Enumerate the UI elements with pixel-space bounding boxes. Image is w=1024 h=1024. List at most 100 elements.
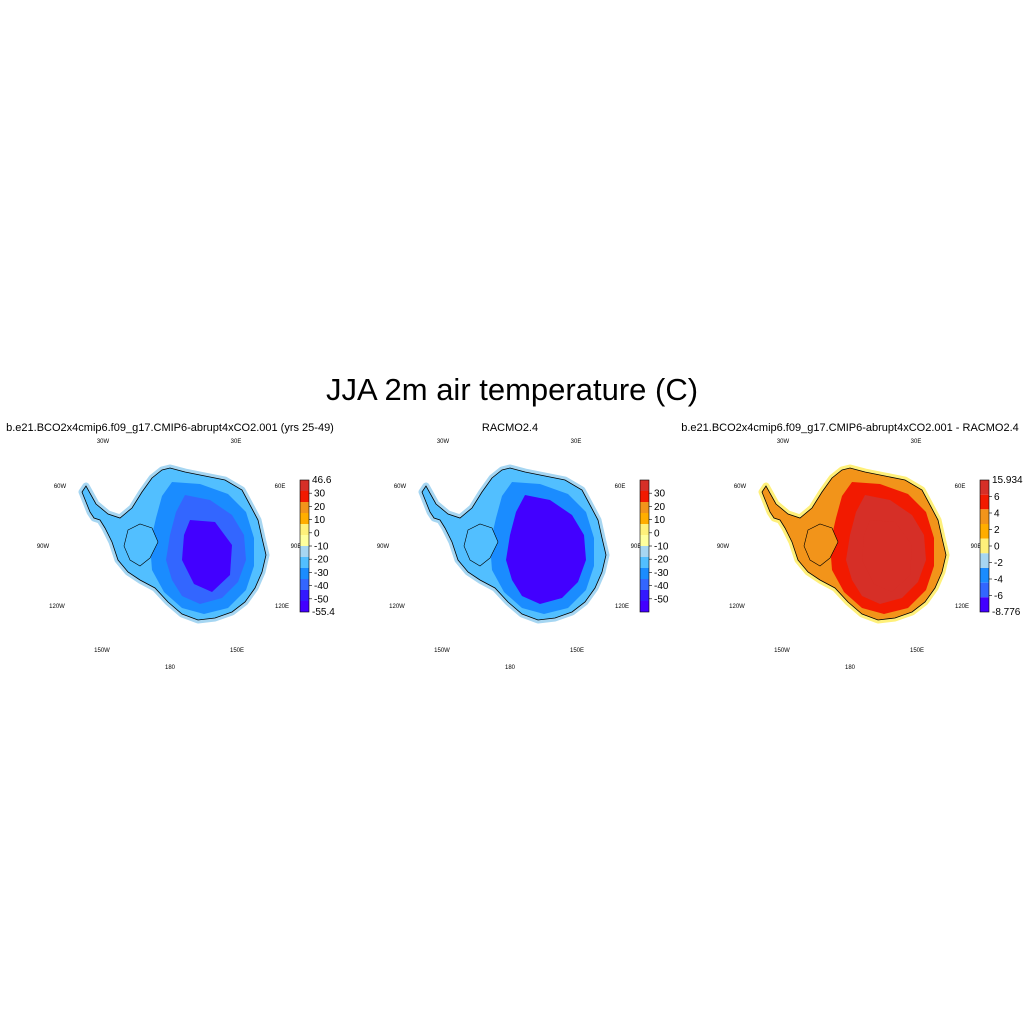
colorbar-tick-label: 30: [654, 489, 666, 500]
colorbar-swatch: [980, 524, 989, 539]
field-core: [522, 520, 572, 592]
lon-label-90w: 90W: [377, 544, 390, 550]
lon-label-150e: 150E: [230, 648, 244, 654]
colorbar-tick-label: 2: [994, 525, 1000, 536]
shelf-outline: [803, 523, 839, 567]
colorbar-swatch: [640, 601, 649, 612]
colorbar-swatch: [640, 491, 649, 502]
shelf-outline: [123, 523, 159, 567]
coastline: [761, 467, 947, 621]
lon-label-60e: 60E: [955, 484, 966, 490]
lon-label-90e: 90E: [291, 544, 302, 550]
colorbar-swatch: [980, 582, 989, 598]
coastline: [421, 467, 607, 621]
lon-labels: 30W 30E 60W 60E 90W 90E 120W 120E 150W 150E 180: [717, 439, 982, 671]
colorbar-tick-label: 0: [994, 542, 1000, 553]
colorbar-tick-label: -20: [314, 555, 329, 566]
lon-label-30e: 30E: [571, 439, 582, 445]
lon-label-30w: 30W: [97, 439, 110, 445]
map-field: [418, 464, 610, 624]
colorbar-swatch: [640, 579, 649, 590]
lon-label-180: 180: [165, 665, 176, 671]
colorbar-tick-label: 4: [994, 509, 1000, 520]
colorbar-tick-label: 10: [654, 515, 666, 526]
colorbar-swatch: [300, 535, 309, 546]
colorbar-swatch: [300, 546, 309, 557]
colorbar-tick-label: -20: [654, 555, 669, 566]
colorbar-swatch: [640, 513, 649, 524]
colorbar-swatch: [300, 502, 309, 513]
colorbar-swatch: [300, 480, 309, 491]
lon-label-150e: 150E: [910, 648, 924, 654]
colorbar-tick-label: 20: [654, 502, 666, 513]
colorbar-swatch: [980, 538, 989, 554]
shelf-outline: [463, 523, 499, 567]
colorbar-swatch: [300, 557, 309, 568]
colorbar-tick-label: -4: [994, 575, 1003, 586]
colorbar: 6 4 2 0 -2 -4 -6 15.934 -8.776: [979, 475, 1023, 618]
ice-shelf: [464, 524, 498, 566]
colorbar-tick-label: -40: [654, 581, 669, 592]
colorbar-tick-label: -40: [314, 581, 329, 592]
colorbar-max-label: 15.934: [992, 475, 1023, 486]
lon-label-150w: 150W: [774, 648, 790, 654]
colorbar-tick-label: -30: [314, 568, 329, 579]
colorbar: 30 20 10 0 -10 -20 -30 -40 -50 46.6 -55.4: [299, 475, 335, 618]
panel-racmo: RACMO2.4 30W 30E 60W 60E 90W 90E 120W 120E 150W 1…: [340, 420, 680, 680]
lon-label-120e: 120E: [615, 604, 629, 610]
colorbar-tick-label: -50: [654, 594, 669, 605]
colorbar-tick-label: 6: [994, 492, 1000, 503]
lon-label-90e: 90E: [971, 544, 982, 550]
colorbar-swatch: [300, 524, 309, 535]
colorbar-swatch: [300, 513, 309, 524]
colorbar-swatch: [980, 509, 989, 524]
colorbar-swatch: [640, 524, 649, 535]
colorbar-swatch: [980, 553, 989, 568]
colorbar-tick-label: 10: [314, 515, 326, 526]
panel-title: RACMO2.4: [481, 422, 539, 434]
lon-label-60e: 60E: [615, 484, 626, 490]
lon-label-150e: 150E: [570, 648, 584, 654]
colorbar-tick-label: -10: [314, 542, 329, 553]
colorbar-tick-label: -50: [314, 594, 329, 605]
lon-label-180: 180: [505, 665, 516, 671]
colorbar-swatch: [640, 480, 649, 491]
colorbar-swatch: [300, 568, 309, 579]
colorbar-tick-label: -6: [994, 591, 1003, 602]
colorbar-swatch: [640, 557, 649, 568]
colorbar-tick-label: 0: [314, 528, 320, 539]
coastline: [81, 467, 267, 621]
field-core: [862, 520, 912, 592]
ice-shelf: [124, 524, 158, 566]
lon-label-60e: 60E: [275, 484, 286, 490]
antarctica-map-model: 30W 30E 60W 60E 90W 90E 120W 120E 150W 150E 180 30…: [37, 439, 335, 671]
panel-title: b.e21.BCO2x4cmip6.f09_g17.CMIP6-abrupt4x…: [6, 422, 334, 434]
lon-label-60w: 60W: [734, 484, 747, 490]
colorbar-tick-label: 0: [654, 528, 660, 539]
panel-difference: b.e21.BCO2x4cmip6.f09_g17.CMIP6-abrupt4x…: [680, 420, 1023, 680]
colorbar-swatch: [300, 590, 309, 601]
lon-label-120w: 120W: [729, 604, 745, 610]
colorbar-tick-label: -2: [994, 558, 1003, 569]
colorbar-swatch: [300, 579, 309, 590]
lon-label-60w: 60W: [394, 484, 407, 490]
figure-title: JJA 2m air temperature (C): [325, 372, 699, 407]
lon-label-60w: 60W: [54, 484, 67, 490]
lon-label-180: 180: [845, 665, 856, 671]
colorbar-tick-label: 30: [314, 489, 326, 500]
antarctica-map-difference: 30W 30E 60W 60E 90W 90E 120W 120E 150W 150E 180 6 4…: [717, 439, 1023, 671]
antarctica-map-racmo: 30W 30E 60W 60E 90W 90E 120W 120E 150W 150E 180 30…: [377, 439, 669, 671]
lon-labels: 30W 30E 60W 60E 90W 90E 120W 120E 150W 150E 180: [37, 439, 302, 671]
colorbar-swatch: [640, 568, 649, 579]
field-core: [182, 520, 232, 592]
lon-label-30w: 30W: [437, 439, 450, 445]
lon-label-150w: 150W: [94, 648, 110, 654]
panel-title: b.e21.BCO2x4cmip6.f09_g17.CMIP6-abrupt4x…: [681, 422, 1019, 434]
map-field: [78, 464, 270, 624]
colorbar-swatch: [640, 546, 649, 557]
colorbar-swatch: [980, 568, 989, 583]
colorbar-swatch: [980, 480, 989, 495]
lon-label-30w: 30W: [777, 439, 790, 445]
lon-label-120e: 120E: [275, 604, 289, 610]
panel-model: b.e21.BCO2x4cmip6.f09_g17.CMIP6-abrupt4x…: [0, 420, 340, 680]
